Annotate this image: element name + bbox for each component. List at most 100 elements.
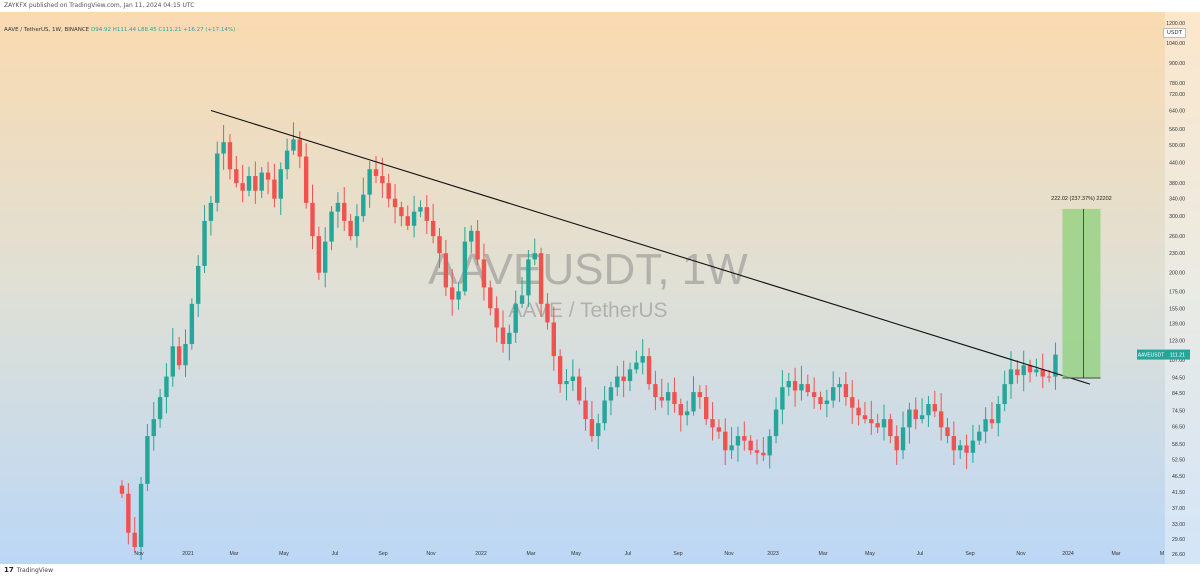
price-tick-label: 107.00 (1169, 358, 1185, 364)
candle-body (348, 220, 353, 237)
candle-body (176, 346, 182, 366)
candle-body (615, 376, 620, 388)
tradingview-logo-icon: 17 (4, 566, 14, 574)
candle-body (291, 139, 296, 151)
measure-label: 222.02 (237.37%) 22202 (1051, 196, 1112, 202)
price-tag-ticker: AAVEUSDT (1138, 353, 1165, 359)
price-tick-label: 720.00 (1169, 92, 1185, 98)
candle-body (183, 343, 188, 366)
price-tick-label: 1200.00 (1166, 21, 1185, 27)
candle-body (538, 253, 544, 304)
candle-body (932, 404, 937, 412)
candle-body (367, 169, 372, 195)
candle-body (1040, 369, 1045, 377)
chart-area[interactable]: AAVEUSDT, 1W AAVE / TetherUS 222.02 (237… (0, 12, 1200, 564)
price-tick-label: 29.60 (1172, 537, 1185, 543)
time-tick-label: Sep (673, 551, 682, 557)
candle-body (1053, 354, 1058, 377)
time-tick-label: 2024 (1062, 551, 1074, 557)
candle-body (119, 485, 125, 494)
candle-body (697, 392, 703, 398)
time-tick-label: Mar (819, 551, 828, 557)
candle-body (500, 327, 506, 344)
candle-body (691, 392, 696, 412)
candle-body (507, 332, 512, 344)
candle-body (316, 236, 322, 273)
candle-body (811, 392, 817, 398)
time-tick-label: May (865, 551, 875, 557)
price-tick-label: 560.00 (1169, 127, 1185, 133)
candle-body (913, 409, 918, 420)
candle-body (278, 169, 283, 199)
price-tag-ticker-bg (1137, 349, 1165, 360)
candle-body (386, 183, 391, 199)
candle-body (862, 415, 868, 420)
candle-body (1046, 376, 1052, 378)
price-tick-label: 440.00 (1169, 161, 1185, 167)
candle-body (659, 397, 664, 401)
time-tick-label: Jul (917, 551, 924, 557)
time-tick-label: May (279, 551, 289, 557)
candle-body (850, 397, 855, 408)
price-tick-label: 74.50 (1172, 408, 1185, 414)
price-tick-label: 33.00 (1172, 522, 1185, 528)
price-tick-label: 900.00 (1169, 61, 1185, 67)
candle-body (761, 452, 766, 456)
time-tick-label: Sep (965, 551, 974, 557)
candle-body (1027, 365, 1033, 373)
price-tick-label: 175.00 (1169, 289, 1185, 295)
time-axis[interactable]: Nov 2021 Mar May Jul Sep Nov 2022 Mar May Jul Sep No… (134, 551, 1164, 557)
candle-body (145, 436, 150, 484)
price-tick-label: 26.60 (1172, 552, 1185, 558)
candle-body (564, 381, 569, 385)
candle-body (577, 376, 582, 401)
candle-body (475, 230, 480, 260)
candle-body (373, 169, 379, 177)
candle-body (151, 419, 156, 437)
candle-body (754, 450, 760, 453)
candles-layer (119, 122, 1058, 561)
price-tick-label: 380.00 (1169, 181, 1185, 187)
candle-body (926, 404, 931, 416)
high-value: H111.44 (112, 27, 137, 33)
price-tick-label: 41.50 (1172, 490, 1185, 496)
currency-button[interactable]: USDT (1162, 28, 1186, 38)
candle-body (704, 397, 709, 420)
trendline (210, 109, 1091, 385)
tradingview-logo[interactable]: 17 TradingView (4, 566, 53, 574)
candle-body (240, 183, 245, 191)
candle-body (843, 384, 849, 398)
open-value: O94.92 (90, 27, 111, 33)
candle-body (310, 202, 315, 237)
candle-body (951, 436, 957, 451)
candle-body (900, 427, 906, 451)
candle-body (970, 440, 976, 453)
candle-body (640, 356, 645, 363)
watermark-symbol: AAVEUSDT, 1W (428, 245, 748, 294)
price-tick-label: 780.00 (1169, 81, 1185, 87)
candle-body (596, 423, 601, 437)
candle-body (323, 241, 328, 273)
candle-body (132, 532, 137, 547)
close-value: C111.21 (158, 27, 182, 33)
candle-body (907, 409, 912, 428)
candle-body (227, 142, 233, 170)
price-tick-label: 200.00 (1169, 271, 1185, 277)
candle-body (380, 176, 385, 184)
price-tick-label: 37.00 (1172, 506, 1185, 512)
publisher-header: ZAYKFX published on TradingView.com, Jan… (0, 0, 1200, 12)
candle-body (869, 419, 874, 424)
price-chart[interactable]: AAVEUSDT, 1W AAVE / TetherUS 222.02 (237… (0, 12, 1200, 564)
time-tick-label: 2022 (475, 551, 487, 557)
candle-body (164, 376, 169, 398)
price-tick-label: 66.50 (1172, 424, 1185, 430)
change-value: +16.27 (+17.14%) (183, 27, 236, 33)
candle-body (608, 387, 614, 401)
candle-body (405, 216, 410, 226)
candle-body (551, 322, 556, 357)
candle-body (748, 440, 753, 451)
candle-body (875, 423, 880, 428)
candle-body (1021, 365, 1026, 376)
price-axis[interactable]: 1200.00 1040.00 900.00 780.00 720.00 640.00 56… (1137, 21, 1190, 558)
candle-body (634, 362, 639, 370)
